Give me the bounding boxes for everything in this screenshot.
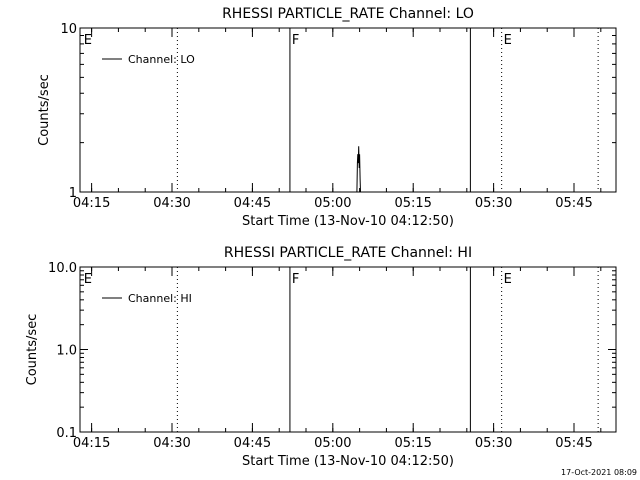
x-tick-label: 05:30 bbox=[475, 196, 512, 211]
x-axis-label-lo: Start Time (13-Nov-10 04:12:50) bbox=[242, 214, 454, 229]
generation-timestamp: 17-Oct-2021 08:09 bbox=[561, 468, 637, 477]
event-label: F bbox=[292, 272, 299, 287]
y-tick-label: 10.0 bbox=[48, 261, 77, 276]
x-tick-label: 05:45 bbox=[555, 436, 592, 451]
legend-entry: Channel: LO bbox=[128, 53, 195, 66]
x-tick-label: 04:15 bbox=[73, 436, 110, 451]
x-tick-label: 04:45 bbox=[234, 436, 271, 451]
x-tick-label: 05:45 bbox=[555, 196, 592, 211]
x-tick-label: 05:30 bbox=[475, 436, 512, 451]
event-label: E bbox=[84, 33, 92, 48]
x-tick-label: 04:30 bbox=[153, 196, 190, 211]
y-tick-label: 1 bbox=[69, 186, 77, 201]
x-tick-label: 05:15 bbox=[394, 436, 431, 451]
x-tick-label: 04:15 bbox=[73, 196, 110, 211]
y-axis-label-lo: Counts/sec bbox=[37, 74, 52, 146]
legend-entry: Channel: HI bbox=[128, 292, 192, 305]
chart-title-lo: RHESSI PARTICLE_RATE Channel: LO bbox=[222, 6, 474, 22]
plot-frame-lo bbox=[79, 27, 617, 193]
x-tick-label: 05:15 bbox=[394, 196, 431, 211]
event-label: E bbox=[84, 272, 92, 287]
event-label: E bbox=[504, 272, 512, 287]
chart-panel-lo: RHESSI PARTICLE_RATE Channel: LO 1 10 Count… bbox=[37, 6, 617, 229]
series-line-lo bbox=[356, 146, 361, 193]
x-tick-label: 04:30 bbox=[153, 436, 190, 451]
x-tick-label: 05:00 bbox=[314, 436, 351, 451]
x-axis-label-hi: Start Time (13-Nov-10 04:12:50) bbox=[242, 454, 454, 469]
chart-title-hi: RHESSI PARTICLE_RATE Channel: HI bbox=[224, 245, 472, 261]
x-tick-label: 04:45 bbox=[234, 196, 271, 211]
chart-panel-hi: RHESSI PARTICLE_RATE Channel: HI 0.1 1.0 10… bbox=[25, 245, 617, 469]
y-axis-label-hi: Counts/sec bbox=[25, 314, 40, 386]
y-tick-label: 10 bbox=[60, 22, 77, 37]
y-tick-label: 1.0 bbox=[56, 344, 77, 359]
x-tick-label: 05:00 bbox=[314, 196, 351, 211]
y-tick-label: 0.1 bbox=[56, 426, 77, 441]
event-label: E bbox=[504, 33, 512, 48]
event-label: F bbox=[292, 33, 299, 48]
